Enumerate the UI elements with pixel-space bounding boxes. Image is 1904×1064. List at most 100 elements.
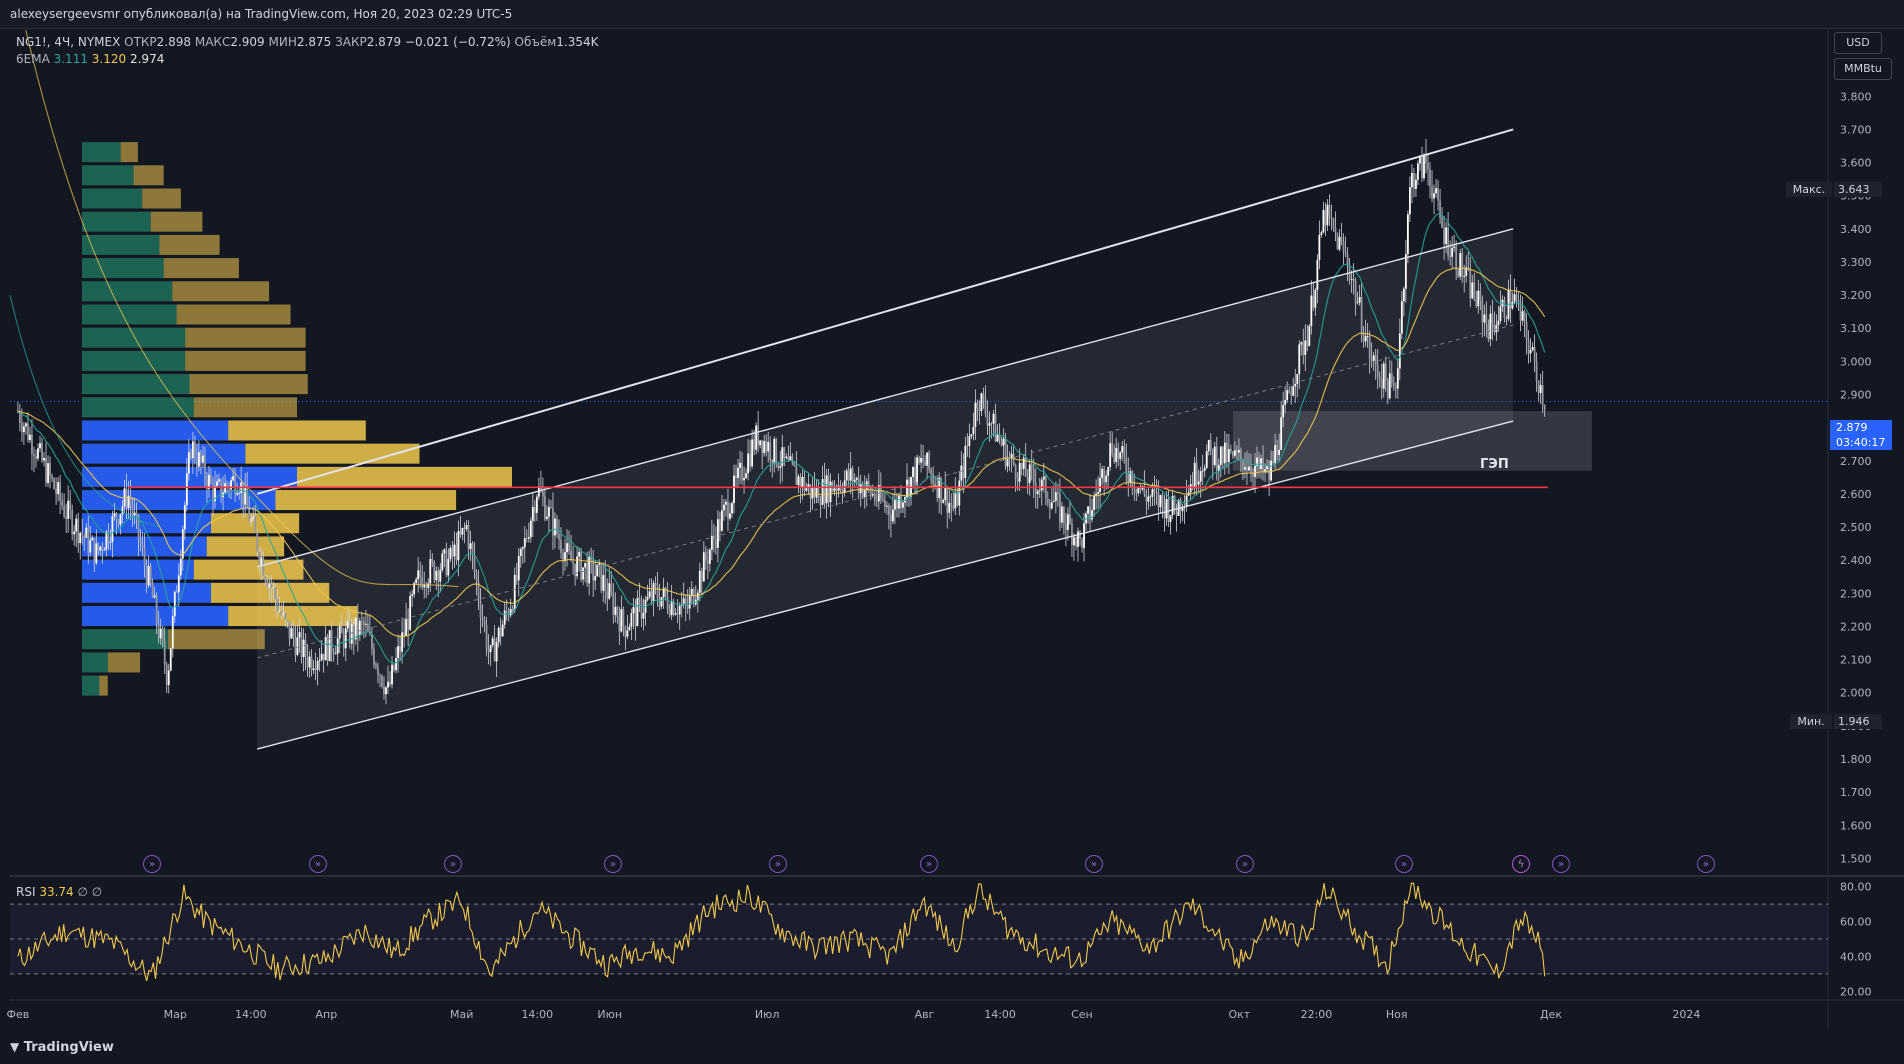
candle-body bbox=[632, 607, 635, 614]
candle-body bbox=[662, 587, 665, 598]
price-tick-label: 3.600 bbox=[1840, 157, 1872, 170]
candle-body bbox=[1497, 320, 1500, 326]
rsi-tick-label: 40.00 bbox=[1840, 950, 1872, 963]
tradingview-logo[interactable]: ▼ TradingView bbox=[10, 1040, 114, 1055]
candle-body bbox=[912, 467, 914, 478]
candle-body bbox=[1095, 493, 1097, 496]
candle-body bbox=[1161, 495, 1164, 503]
volume-bar-up bbox=[176, 304, 291, 325]
candle-body bbox=[258, 551, 261, 565]
candle-body bbox=[1058, 493, 1061, 523]
candle-body bbox=[1398, 333, 1401, 369]
time-tick-label: 14:00 bbox=[235, 1008, 267, 1021]
max-badge-label: Макс. bbox=[1786, 182, 1832, 197]
candle-body bbox=[771, 459, 774, 464]
candle-body bbox=[316, 661, 319, 670]
candle-body bbox=[1326, 204, 1329, 226]
candle-body bbox=[159, 628, 162, 639]
event-icon[interactable]: » bbox=[309, 855, 327, 873]
candle-body bbox=[714, 539, 717, 548]
candle-body bbox=[23, 426, 25, 433]
candle-body bbox=[413, 583, 416, 595]
candle-body bbox=[69, 500, 72, 511]
volume-bar-down bbox=[82, 281, 173, 302]
candle-body bbox=[634, 607, 637, 627]
trend-lines bbox=[128, 128, 1548, 750]
candle-body bbox=[97, 543, 100, 551]
candle-body bbox=[1358, 297, 1361, 303]
event-icon[interactable]: » bbox=[769, 855, 787, 873]
symbol-label[interactable]: NG1!, 4Ч, NYMEX bbox=[16, 35, 121, 49]
event-icon[interactable]: » bbox=[604, 855, 622, 873]
candle-body bbox=[1284, 400, 1287, 405]
candle-body bbox=[362, 621, 365, 625]
candle-body bbox=[435, 570, 438, 581]
rsi-label[interactable]: RSI bbox=[16, 885, 36, 899]
event-icon[interactable]: » bbox=[920, 855, 938, 873]
candle-body bbox=[916, 457, 918, 485]
candle-body bbox=[459, 531, 462, 535]
time-tick-label: Фев bbox=[7, 1008, 30, 1021]
candle-body bbox=[117, 520, 120, 525]
candle-body bbox=[588, 556, 591, 584]
price-tick-label: 3.200 bbox=[1840, 289, 1872, 302]
candle-body bbox=[487, 649, 490, 653]
candle-body bbox=[1531, 347, 1534, 351]
candle-body bbox=[1248, 466, 1250, 471]
candle-body bbox=[463, 527, 466, 529]
candle-body bbox=[1304, 340, 1307, 355]
candle-body bbox=[727, 501, 729, 519]
candle-body bbox=[1175, 511, 1178, 516]
candle-body bbox=[1485, 314, 1488, 325]
candle-body bbox=[970, 434, 973, 437]
volume-bar-up bbox=[193, 559, 304, 580]
ema-label[interactable]: 6EMA bbox=[16, 52, 50, 66]
candle-body bbox=[256, 531, 259, 552]
candle-body bbox=[1417, 163, 1419, 180]
candle-body bbox=[461, 527, 464, 535]
candle-body bbox=[566, 543, 568, 553]
candle-body bbox=[55, 488, 57, 495]
flash-event-icon[interactable]: ϟ bbox=[1512, 855, 1530, 873]
candle-body bbox=[35, 456, 37, 459]
candle-body bbox=[1537, 380, 1540, 393]
candle-body bbox=[91, 537, 94, 541]
candle-body bbox=[1334, 227, 1337, 233]
price-tick-label: 3.700 bbox=[1840, 123, 1872, 136]
candle-body bbox=[1493, 324, 1496, 333]
candle-body bbox=[149, 565, 152, 584]
candle-body bbox=[1431, 186, 1433, 199]
candle-body bbox=[620, 609, 623, 632]
candle-body bbox=[1298, 344, 1301, 375]
volume-bar-down bbox=[82, 165, 134, 186]
unit-button[interactable]: MMBtu bbox=[1834, 58, 1892, 80]
candle-body bbox=[926, 452, 929, 466]
event-icon[interactable]: » bbox=[444, 855, 462, 873]
currency-button[interactable]: USD bbox=[1834, 32, 1882, 54]
candle-body bbox=[1236, 450, 1238, 453]
candle-body bbox=[25, 423, 27, 427]
event-icon[interactable]: » bbox=[1697, 855, 1715, 873]
candle-body bbox=[811, 488, 814, 499]
event-icon[interactable]: » bbox=[1395, 855, 1413, 873]
candle-body bbox=[111, 516, 114, 543]
candle-body bbox=[964, 445, 967, 479]
event-icon[interactable]: » bbox=[1236, 855, 1254, 873]
candle-body bbox=[1415, 179, 1417, 189]
volume-bar-up bbox=[168, 629, 265, 650]
event-icon[interactable]: » bbox=[143, 855, 161, 873]
price-tick-label: 3.100 bbox=[1840, 322, 1872, 335]
event-icon[interactable]: » bbox=[1552, 855, 1570, 873]
event-icon[interactable]: » bbox=[1085, 855, 1103, 873]
candle-body bbox=[535, 496, 538, 513]
candle-body bbox=[280, 610, 283, 616]
candle-body bbox=[1195, 462, 1198, 485]
candle-body bbox=[360, 620, 363, 622]
candle-body bbox=[1320, 232, 1323, 235]
candle-body bbox=[984, 398, 987, 414]
candle-body bbox=[604, 574, 607, 592]
candle-body bbox=[560, 539, 562, 553]
candle-body bbox=[29, 434, 31, 441]
candle-body bbox=[801, 476, 804, 488]
